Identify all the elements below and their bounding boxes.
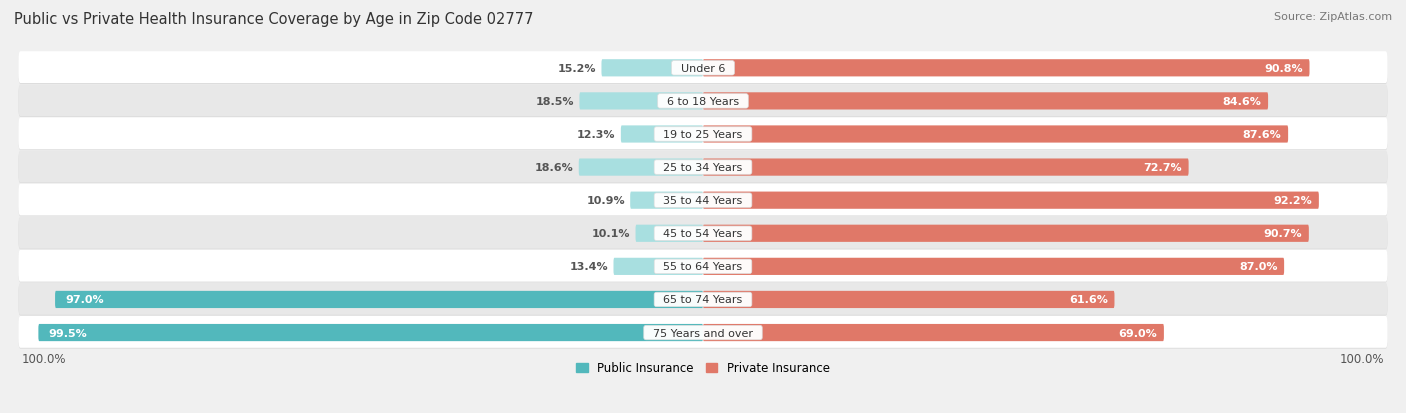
Text: 100.0%: 100.0% — [1340, 352, 1385, 365]
FancyBboxPatch shape — [18, 53, 1388, 85]
Text: 97.0%: 97.0% — [65, 295, 104, 305]
Text: 87.0%: 87.0% — [1239, 262, 1278, 272]
FancyBboxPatch shape — [630, 192, 703, 209]
FancyBboxPatch shape — [18, 52, 1388, 84]
Text: 65 to 74 Years: 65 to 74 Years — [657, 295, 749, 305]
FancyBboxPatch shape — [55, 291, 703, 309]
FancyBboxPatch shape — [602, 60, 703, 77]
Text: 99.5%: 99.5% — [48, 328, 87, 338]
FancyBboxPatch shape — [703, 258, 1284, 275]
FancyBboxPatch shape — [636, 225, 703, 242]
FancyBboxPatch shape — [703, 324, 1164, 341]
FancyBboxPatch shape — [18, 283, 1388, 315]
FancyBboxPatch shape — [18, 217, 1388, 249]
FancyBboxPatch shape — [38, 324, 703, 341]
FancyBboxPatch shape — [613, 258, 703, 275]
Text: 90.7%: 90.7% — [1264, 229, 1302, 239]
FancyBboxPatch shape — [18, 251, 1388, 283]
Text: 6 to 18 Years: 6 to 18 Years — [659, 97, 747, 107]
FancyBboxPatch shape — [18, 119, 1388, 151]
Text: Public vs Private Health Insurance Coverage by Age in Zip Code 02777: Public vs Private Health Insurance Cover… — [14, 12, 533, 27]
Text: 84.6%: 84.6% — [1223, 97, 1261, 107]
Text: 10.1%: 10.1% — [592, 229, 630, 239]
FancyBboxPatch shape — [18, 86, 1388, 118]
FancyBboxPatch shape — [579, 93, 703, 110]
Text: 13.4%: 13.4% — [569, 262, 609, 272]
Text: 25 to 34 Years: 25 to 34 Years — [657, 163, 749, 173]
Text: 15.2%: 15.2% — [558, 64, 596, 74]
Text: 10.9%: 10.9% — [586, 196, 624, 206]
FancyBboxPatch shape — [18, 118, 1388, 150]
Text: 72.7%: 72.7% — [1143, 163, 1182, 173]
FancyBboxPatch shape — [18, 184, 1388, 216]
Text: Source: ZipAtlas.com: Source: ZipAtlas.com — [1274, 12, 1392, 22]
Text: 87.6%: 87.6% — [1243, 130, 1281, 140]
Text: 12.3%: 12.3% — [576, 130, 616, 140]
Text: 75 Years and over: 75 Years and over — [645, 328, 761, 338]
Text: 35 to 44 Years: 35 to 44 Years — [657, 196, 749, 206]
Text: 18.5%: 18.5% — [536, 97, 574, 107]
FancyBboxPatch shape — [703, 126, 1288, 143]
FancyBboxPatch shape — [18, 185, 1388, 217]
FancyBboxPatch shape — [18, 152, 1388, 184]
Legend: Public Insurance, Private Insurance: Public Insurance, Private Insurance — [571, 356, 835, 379]
FancyBboxPatch shape — [18, 85, 1388, 117]
Text: 90.8%: 90.8% — [1264, 64, 1303, 74]
Text: Under 6: Under 6 — [673, 64, 733, 74]
Text: 69.0%: 69.0% — [1118, 328, 1157, 338]
FancyBboxPatch shape — [621, 126, 703, 143]
FancyBboxPatch shape — [18, 218, 1388, 250]
Text: 100.0%: 100.0% — [21, 352, 66, 365]
FancyBboxPatch shape — [703, 159, 1188, 176]
Text: 19 to 25 Years: 19 to 25 Years — [657, 130, 749, 140]
Text: 61.6%: 61.6% — [1069, 295, 1108, 305]
Text: 45 to 54 Years: 45 to 54 Years — [657, 229, 749, 239]
Text: 55 to 64 Years: 55 to 64 Years — [657, 262, 749, 272]
FancyBboxPatch shape — [703, 60, 1309, 77]
FancyBboxPatch shape — [18, 316, 1388, 348]
FancyBboxPatch shape — [579, 159, 703, 176]
FancyBboxPatch shape — [18, 317, 1388, 349]
FancyBboxPatch shape — [703, 93, 1268, 110]
FancyBboxPatch shape — [703, 291, 1115, 309]
FancyBboxPatch shape — [703, 192, 1319, 209]
FancyBboxPatch shape — [18, 151, 1388, 183]
Text: 92.2%: 92.2% — [1274, 196, 1312, 206]
FancyBboxPatch shape — [703, 225, 1309, 242]
Text: 18.6%: 18.6% — [534, 163, 574, 173]
FancyBboxPatch shape — [18, 250, 1388, 282]
FancyBboxPatch shape — [18, 284, 1388, 316]
